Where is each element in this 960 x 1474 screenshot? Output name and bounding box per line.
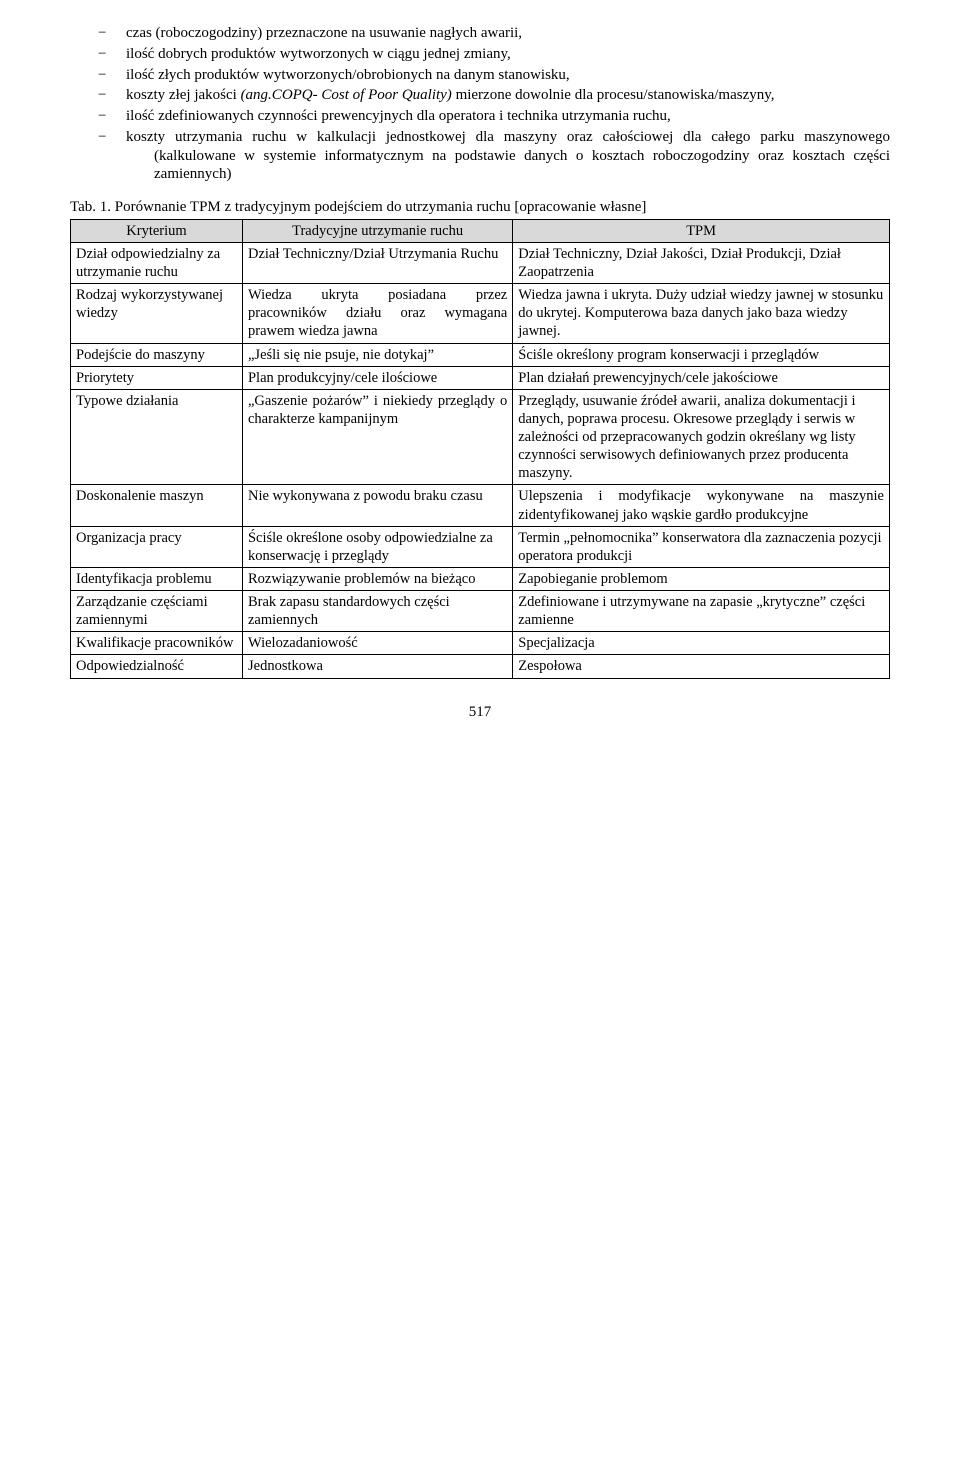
cell-traditional: Plan produkcyjny/cele ilościowe bbox=[242, 366, 512, 389]
cell-traditional: Jednostkowa bbox=[242, 655, 512, 678]
cell-criterion: Rodzaj wykorzystywanej wiedzy bbox=[71, 284, 243, 343]
cell-tpm: Plan działań prewencyjnych/cele jakościo… bbox=[513, 366, 890, 389]
bullet-item: koszty złej jakości (ang.COPQ- Cost of P… bbox=[98, 86, 890, 105]
table-row: Podejście do maszyny„Jeśli się nie psuje… bbox=[71, 343, 890, 366]
bullet-item: ilość zdefiniowanych czynności prewencyj… bbox=[98, 107, 890, 126]
cell-traditional: „Gaszenie pożarów” i niekiedy przeglądy … bbox=[242, 389, 512, 485]
cell-tpm: Przeglądy, usuwanie źródeł awarii, anali… bbox=[513, 389, 890, 485]
cell-criterion: Kwalifikacje pracowników bbox=[71, 632, 243, 655]
cell-criterion: Typowe działania bbox=[71, 389, 243, 485]
cell-tpm: Zdefiniowane i utrzymywane na zapasie „k… bbox=[513, 591, 890, 632]
cell-criterion: Identyfikacja problemu bbox=[71, 567, 243, 590]
cell-tpm: Ulepszenia i modyfikacje wykonywane na m… bbox=[513, 485, 890, 526]
table-row: Zarządzanie częściami zamiennymiBrak zap… bbox=[71, 591, 890, 632]
cell-criterion: Odpowiedzialność bbox=[71, 655, 243, 678]
table-caption: Tab. 1. Porównanie TPM z tradycyjnym pod… bbox=[70, 198, 890, 217]
cell-criterion: Doskonalenie maszyn bbox=[71, 485, 243, 526]
cell-traditional: „Jeśli się nie psuje, nie dotykaj” bbox=[242, 343, 512, 366]
page-number: 517 bbox=[70, 703, 890, 722]
table-row: Rodzaj wykorzystywanej wiedzyWiedza ukry… bbox=[71, 284, 890, 343]
table-header-row: Kryterium Tradycyjne utrzymanie ruchu TP… bbox=[71, 219, 890, 242]
cell-tpm: Wiedza jawna i ukryta. Duży udział wiedz… bbox=[513, 284, 890, 343]
header-traditional: Tradycyjne utrzymanie ruchu bbox=[242, 219, 512, 242]
cell-traditional: Wielozadaniowość bbox=[242, 632, 512, 655]
header-criterion: Kryterium bbox=[71, 219, 243, 242]
cell-criterion: Priorytety bbox=[71, 366, 243, 389]
cell-tpm: Dział Techniczny, Dział Jakości, Dział P… bbox=[513, 242, 890, 283]
comparison-table: Kryterium Tradycyjne utrzymanie ruchu TP… bbox=[70, 219, 890, 679]
bullet-item: koszty utrzymania ruchu w kalkulacji jed… bbox=[98, 128, 890, 184]
header-tpm: TPM bbox=[513, 219, 890, 242]
cell-tpm: Ściśle określony program konserwacji i p… bbox=[513, 343, 890, 366]
cell-tpm: Specjalizacja bbox=[513, 632, 890, 655]
bullet-item: ilość dobrych produktów wytworzonych w c… bbox=[98, 45, 890, 64]
table-row: PriorytetyPlan produkcyjny/cele ilościow… bbox=[71, 366, 890, 389]
bullet-list: czas (roboczogodziny) przeznaczone na us… bbox=[70, 24, 890, 184]
table-row: Doskonalenie maszynNie wykonywana z powo… bbox=[71, 485, 890, 526]
cell-criterion: Dział odpowiedzialny za utrzymanie ruchu bbox=[71, 242, 243, 283]
table-row: Kwalifikacje pracownikówWielozadaniowość… bbox=[71, 632, 890, 655]
cell-traditional: Wiedza ukryta posiadana przez pracownikó… bbox=[242, 284, 512, 343]
bullet-item: ilość złych produktów wytworzonych/obrob… bbox=[98, 66, 890, 85]
bullet-item: czas (roboczogodziny) przeznaczone na us… bbox=[98, 24, 890, 43]
table-row: Typowe działania„Gaszenie pożarów” i nie… bbox=[71, 389, 890, 485]
cell-criterion: Podejście do maszyny bbox=[71, 343, 243, 366]
cell-criterion: Zarządzanie częściami zamiennymi bbox=[71, 591, 243, 632]
cell-tpm: Zespołowa bbox=[513, 655, 890, 678]
cell-traditional: Ściśle określone osoby odpowiedzialne za… bbox=[242, 526, 512, 567]
cell-tpm: Zapobieganie problemom bbox=[513, 567, 890, 590]
table-row: OdpowiedzialnośćJednostkowaZespołowa bbox=[71, 655, 890, 678]
cell-traditional: Dział Techniczny/Dział Utrzymania Ruchu bbox=[242, 242, 512, 283]
cell-traditional: Rozwiązywanie problemów na bieżąco bbox=[242, 567, 512, 590]
table-row: Identyfikacja problemuRozwiązywanie prob… bbox=[71, 567, 890, 590]
cell-traditional: Nie wykonywana z powodu braku czasu bbox=[242, 485, 512, 526]
table-row: Dział odpowiedzialny za utrzymanie ruchu… bbox=[71, 242, 890, 283]
table-body: Dział odpowiedzialny za utrzymanie ruchu… bbox=[71, 242, 890, 678]
cell-tpm: Termin „pełnomocnika” konserwatora dla z… bbox=[513, 526, 890, 567]
table-row: Organizacja pracyŚciśle określone osoby … bbox=[71, 526, 890, 567]
cell-criterion: Organizacja pracy bbox=[71, 526, 243, 567]
cell-traditional: Brak zapasu standardowych części zamienn… bbox=[242, 591, 512, 632]
